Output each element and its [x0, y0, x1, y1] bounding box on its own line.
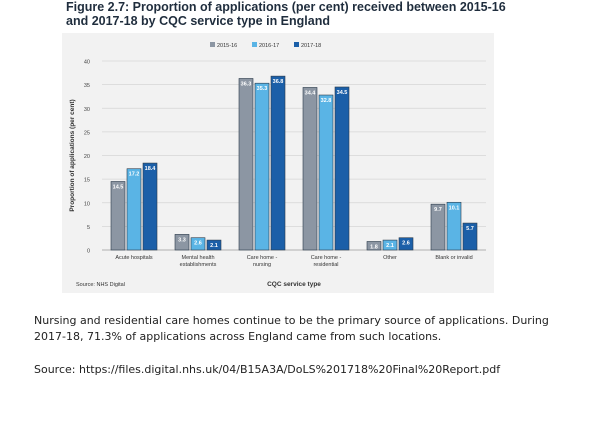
category-label-5-0: Blank or invalid [435, 255, 472, 261]
bar-4-2017-18 [398, 237, 414, 251]
value-label-4-2015-16: 1.8 [370, 244, 378, 250]
bar-3-2015-16 [302, 87, 318, 251]
bar-4-2016-17 [382, 239, 398, 251]
y-tick-label-25: 25 [84, 130, 90, 136]
category-label-1-1: establishments [180, 262, 217, 268]
summary-paragraph: Nursing and residential care homes conti… [34, 314, 549, 343]
source-link-text: Source: https://files.digital.nhs.uk/04/… [34, 363, 501, 376]
figure-title-line-1: Figure 2.7: Proportion of applications (… [66, 0, 506, 14]
bar-0-2017-18 [142, 162, 158, 251]
legend-swatch-2016-17 [252, 42, 257, 47]
value-label-4-2017-18: 2.6 [402, 241, 410, 247]
bar-2-2016-17 [254, 82, 270, 251]
value-label-1-2016-17: 2.6 [194, 241, 202, 247]
bar-2-2017-18 [270, 75, 286, 251]
bar-5-2017-18 [462, 222, 478, 251]
value-label-1-2017-18: 2.1 [210, 243, 218, 249]
category-label-3-1: residential [313, 262, 338, 268]
category-label-0-0: Acute hospitals [115, 255, 153, 261]
chart-panel: 0 5 10 15 20 25 30 35 40 Proportion of applicatio… [62, 33, 494, 293]
chart-source-note: Source: NHS Digital [76, 282, 125, 288]
bar-1-2015-16 [174, 234, 190, 251]
y-tick-label-40: 40 [84, 60, 90, 66]
legend-swatch-2015-16 [210, 42, 215, 47]
y-tick-label-5: 5 [87, 225, 90, 231]
figure-title: Figure 2.7: Proportion of applications (… [66, 0, 566, 28]
y-tick-label-15: 15 [84, 178, 90, 184]
y-axis-label: Proportion of applications (per cent) [69, 99, 76, 211]
value-label-5-2016-17: 10.1 [449, 205, 460, 211]
value-label-3-2015-16: 34.4 [305, 90, 317, 96]
category-label-2-0: Care home - [247, 255, 278, 261]
value-label-0-2015-16: 14.5 [113, 184, 124, 190]
bar-0-2015-16 [110, 181, 126, 251]
bar-chart: 0 5 10 15 20 25 30 35 40 Proportion of applicatio… [69, 42, 486, 288]
bar-3-2017-18 [334, 86, 350, 251]
y-tick-label-30: 30 [84, 107, 90, 113]
category-label-1-0: Mental health [181, 255, 214, 261]
value-label-0-2016-17: 17.2 [129, 172, 140, 178]
bar-0-2016-17 [126, 168, 142, 251]
legend-swatch-2017-18 [294, 42, 299, 47]
y-tick-label-20: 20 [84, 154, 90, 160]
bar-3-2016-17 [318, 94, 334, 251]
bar-1-2017-18 [206, 239, 222, 251]
value-label-2-2017-18: 36.8 [273, 79, 284, 85]
y-tick-label-0: 0 [87, 249, 90, 255]
category-label-4-0: Other [383, 255, 397, 261]
category-label-2-1: nursing [253, 262, 271, 268]
x-axis-label: CQC service type [267, 281, 321, 288]
bar-4-2015-16 [366, 241, 382, 251]
figure-title-line-2: and 2017-18 by CQC service type in Engla… [66, 14, 330, 28]
value-label-2-2015-16: 36.3 [241, 81, 252, 87]
value-label-5-2015-16: 9.7 [434, 207, 442, 213]
y-tick-label-35: 35 [84, 83, 90, 89]
legend-label-2016-17: 2016-17 [259, 43, 279, 49]
bar-5-2015-16 [430, 203, 446, 251]
value-label-4-2016-17: 2.1 [386, 243, 394, 249]
value-label-3-2016-17: 32.8 [321, 98, 332, 104]
value-label-3-2017-18: 34.5 [337, 90, 348, 96]
bar-2-2015-16 [238, 78, 254, 251]
value-label-5-2017-18: 5.7 [466, 226, 474, 232]
bar-5-2016-17 [446, 201, 462, 251]
value-label-2-2016-17: 35.3 [257, 86, 268, 92]
value-label-0-2017-18: 18.4 [145, 166, 157, 172]
legend-label-2015-16: 2015-16 [217, 43, 237, 49]
value-label-1-2015-16: 3.3 [178, 237, 186, 243]
bar-1-2016-17 [190, 237, 206, 251]
legend-label-2017-18: 2017-18 [301, 43, 321, 49]
category-label-3-0: Care home - [311, 255, 342, 261]
y-tick-label-10: 10 [84, 201, 90, 207]
